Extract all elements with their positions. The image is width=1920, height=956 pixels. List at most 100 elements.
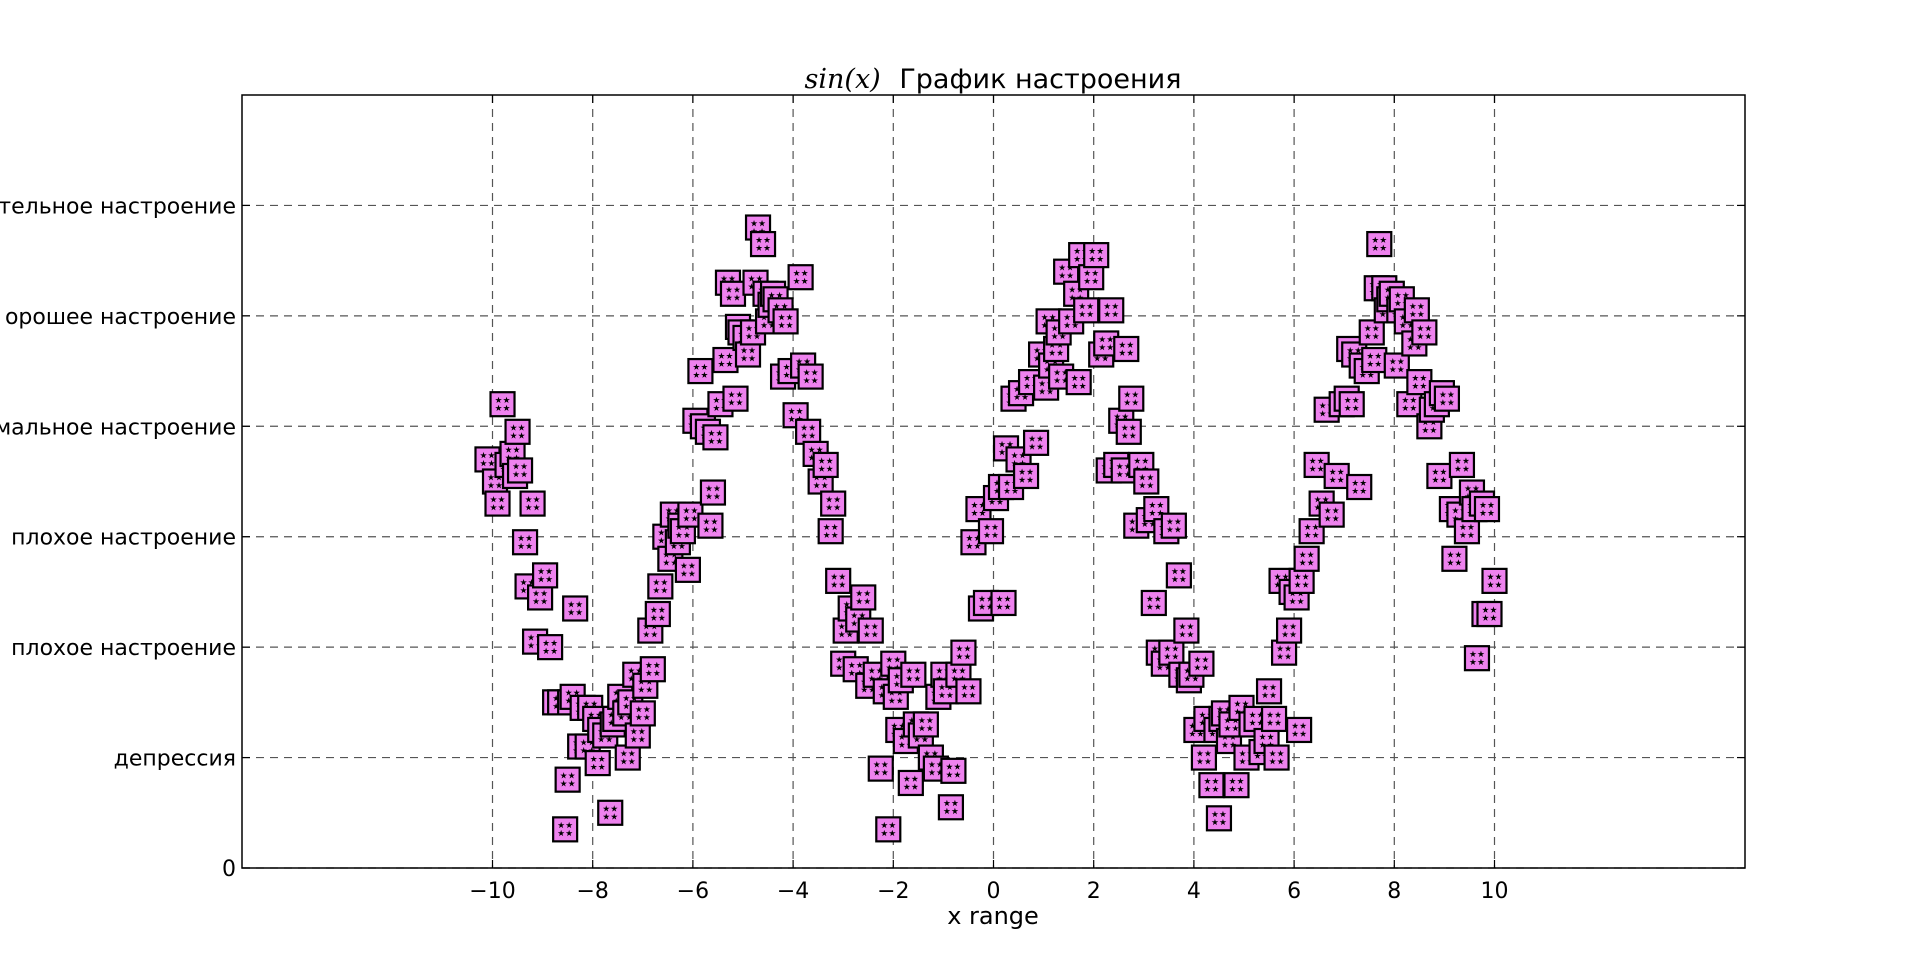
data-point	[1426, 462, 1453, 490]
y-tick-label: орошее настроение	[5, 305, 236, 330]
chart-title: sin(x) График настроения	[805, 64, 1182, 95]
data-point	[1098, 297, 1125, 324]
data-point	[1476, 600, 1503, 628]
data-point	[1270, 639, 1298, 666]
data-point	[857, 617, 884, 644]
data-point	[1173, 617, 1200, 644]
data-point	[1188, 650, 1215, 677]
data-point	[1403, 297, 1430, 324]
data-points	[474, 214, 1508, 843]
chart-title-math: sin(x)	[805, 64, 881, 95]
data-point	[1318, 501, 1345, 528]
data-point	[1118, 385, 1145, 412]
data-point	[1396, 391, 1423, 418]
data-point	[722, 385, 749, 412]
data-point	[1481, 567, 1508, 594]
data-point	[644, 600, 671, 628]
data-point	[1406, 369, 1433, 396]
data-point	[1165, 562, 1192, 589]
data-point	[1383, 352, 1410, 379]
data-point	[639, 656, 666, 683]
data-point	[526, 584, 554, 611]
data-point	[629, 700, 656, 727]
data-point	[900, 661, 927, 688]
data-point	[1078, 264, 1105, 291]
x-tick-label: 6	[1287, 879, 1301, 904]
data-point	[647, 573, 674, 600]
data-point	[687, 357, 714, 385]
data-point	[1073, 297, 1100, 324]
x-tick-label: −8	[576, 879, 608, 904]
data-point	[1275, 617, 1303, 644]
x-axis: −10 −8 −6 −4 −2 0 2 4 6 8 10	[469, 95, 1509, 904]
data-point	[712, 346, 739, 374]
x-tick-label: −10	[469, 879, 515, 904]
data-point	[1255, 678, 1283, 705]
x-tick-label: 0	[987, 879, 1001, 904]
data-point	[624, 722, 651, 749]
y-tick-label: депрессия	[114, 747, 236, 772]
data-point	[597, 799, 624, 826]
x-tick-label: −4	[777, 879, 809, 904]
data-point	[519, 490, 546, 517]
data-point	[1012, 462, 1040, 490]
data-point	[797, 363, 824, 390]
data-point	[697, 512, 724, 539]
data-point	[1448, 451, 1476, 479]
y-tick-label: плохое настроение	[11, 526, 236, 551]
y-tick-label: плохое настроение	[11, 636, 236, 661]
data-point	[1083, 242, 1110, 269]
data-point	[614, 744, 641, 771]
data-point	[812, 451, 839, 479]
data-point	[1288, 567, 1315, 594]
data-point	[1433, 385, 1461, 412]
data-point	[875, 816, 902, 843]
data-point	[511, 529, 539, 556]
x-tick-label: 10	[1481, 879, 1509, 904]
data-point	[977, 518, 1005, 545]
data-point	[1140, 589, 1167, 617]
data-point	[937, 794, 965, 821]
data-point	[1133, 468, 1160, 495]
data-point	[1113, 335, 1140, 363]
y-axis: 0 депрессия плохое настроение плохое настро…	[0, 194, 1745, 882]
data-point	[749, 230, 777, 258]
x-tick-label: 8	[1387, 879, 1401, 904]
data-point	[1223, 772, 1250, 799]
y-tick-label: 0	[222, 857, 236, 882]
data-point	[1441, 545, 1468, 572]
data-point	[504, 418, 531, 445]
data-point	[506, 457, 534, 484]
data-point	[699, 479, 727, 506]
x-tick-label: 2	[1087, 879, 1101, 904]
data-point	[719, 280, 747, 307]
data-point	[1022, 429, 1050, 456]
data-point	[1293, 545, 1320, 572]
data-point	[850, 584, 877, 611]
data-point	[1338, 391, 1365, 418]
data-point	[825, 567, 852, 594]
data-point	[820, 490, 847, 517]
data-point	[1160, 512, 1187, 539]
data-point	[867, 755, 894, 782]
data-point	[1115, 418, 1142, 445]
data-point	[537, 634, 564, 661]
x-axis-label: x range	[947, 902, 1039, 930]
data-point	[1453, 518, 1481, 545]
data-point	[1366, 230, 1393, 258]
data-point	[1286, 716, 1313, 744]
data-point	[489, 391, 516, 418]
data-point	[552, 816, 579, 843]
data-point	[532, 562, 559, 589]
data-point	[1411, 319, 1438, 346]
data-point	[1190, 744, 1218, 771]
x-tick-label: −2	[877, 879, 909, 904]
data-point	[1198, 772, 1225, 799]
data-point	[562, 595, 589, 622]
data-point	[1158, 639, 1185, 666]
data-point	[674, 556, 701, 583]
data-point	[1205, 805, 1233, 832]
data-point	[955, 678, 982, 705]
data-point	[1065, 369, 1092, 396]
